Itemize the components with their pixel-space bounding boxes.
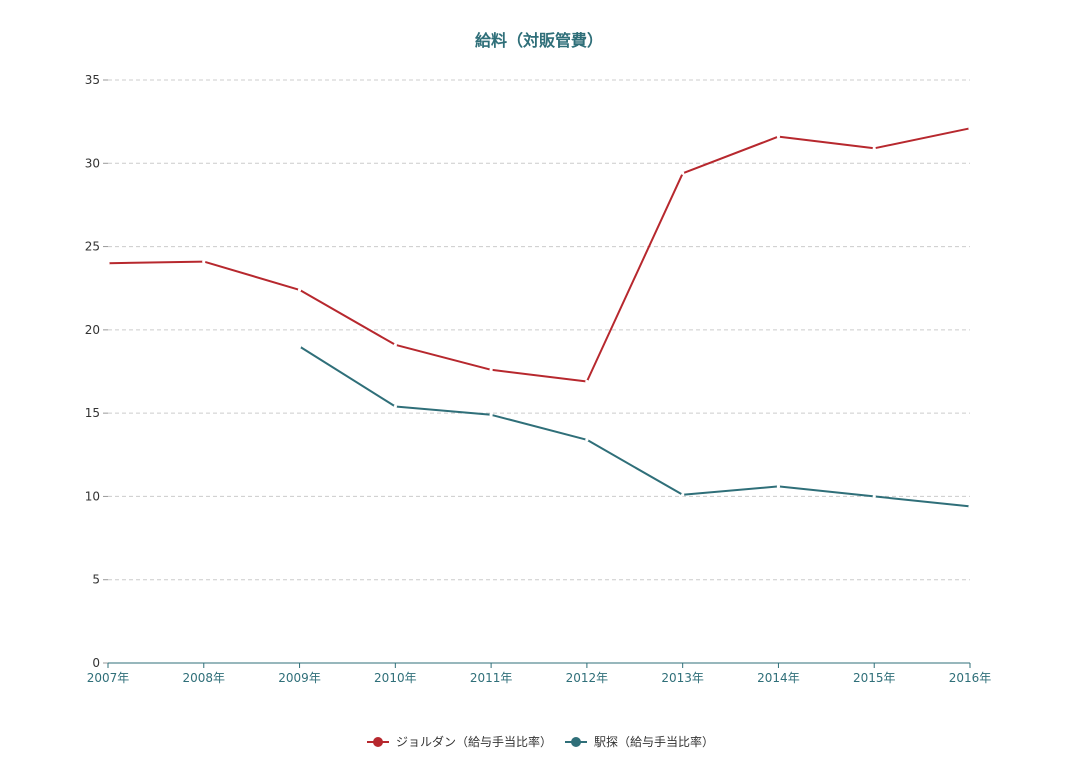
legend-item[interactable]: 駅探（給与手当比率） [565, 734, 714, 749]
x-tick-label: 2015年 [853, 671, 896, 685]
series-line [299, 345, 971, 508]
data-point [297, 288, 302, 292]
y-tick-label: 30 [85, 156, 100, 170]
data-point [489, 368, 493, 372]
y-tick-label: 35 [85, 73, 100, 87]
x-tick-label: 2008年 [183, 671, 226, 685]
data-point [968, 504, 972, 509]
data-point [393, 404, 397, 409]
series-2 [297, 344, 972, 509]
y-tick-label: 20 [85, 323, 100, 337]
series-1 [106, 126, 972, 384]
data-point [393, 343, 397, 347]
x-tick-label: 2010年 [374, 671, 417, 685]
data-point [106, 261, 110, 265]
data-point [489, 413, 493, 417]
y-tick-label: 10 [85, 489, 100, 503]
legend-label: 駅探（給与手当比率） [594, 734, 714, 749]
data-point [776, 135, 781, 139]
data-point [681, 171, 685, 175]
x-tick-label: 2012年 [566, 671, 609, 685]
data-point [585, 438, 589, 442]
chart-title: 給料（対販管費） [475, 31, 603, 50]
y-axis: 0 5 10 15 20 25 30 35 [85, 73, 108, 670]
series-lines [106, 126, 972, 509]
legend-marker-icon [373, 737, 383, 747]
x-tick-label: 2009年 [278, 671, 321, 685]
data-point [202, 259, 206, 264]
data-point [585, 379, 589, 384]
x-tick-label: 2014年 [757, 671, 800, 685]
y-tick-label: 25 [85, 240, 100, 254]
x-axis: 2007年 2008年 2009年 2010年 2011年 2012年 2013年 2014年… [87, 662, 992, 685]
data-point [968, 126, 972, 130]
y-tick-label: 0 [92, 656, 100, 670]
data-point [297, 344, 302, 349]
series-line [107, 127, 971, 383]
data-point [681, 493, 685, 497]
data-point [872, 146, 876, 150]
legend-marker-icon [571, 737, 581, 747]
x-tick-label: 2011年 [470, 671, 513, 685]
data-point [776, 484, 781, 489]
y-tick-label: 15 [85, 406, 100, 420]
y-tick-label: 5 [92, 573, 100, 587]
data-point [872, 494, 876, 499]
x-tick-label: 2016年 [949, 671, 992, 685]
legend-item[interactable]: ジョルダン（給与手当比率） [367, 734, 552, 749]
x-tick-label: 2007年 [87, 671, 130, 685]
legend-label: ジョルダン（給与手当比率） [396, 734, 552, 749]
x-tick-label: 2013年 [661, 671, 704, 685]
legend: ジョルダン（給与手当比率） 駅探（給与手当比率） [367, 734, 714, 749]
y-gridlines [108, 79, 970, 581]
